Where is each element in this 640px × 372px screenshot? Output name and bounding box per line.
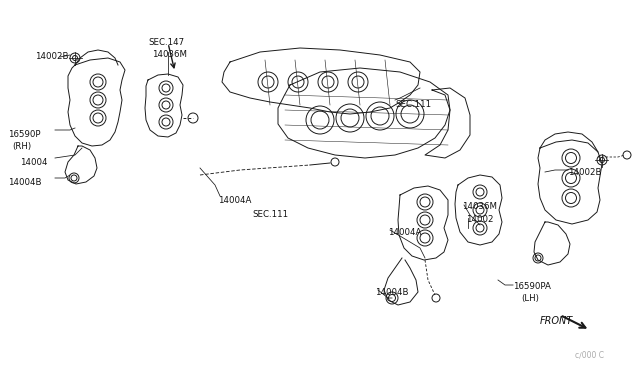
Text: 14036M: 14036M [462, 202, 497, 211]
Text: (LH): (LH) [521, 294, 539, 303]
Text: 16590P: 16590P [8, 130, 40, 139]
Text: 14004B: 14004B [8, 178, 42, 187]
Text: 14004: 14004 [20, 158, 47, 167]
Text: c∕000 C: c∕000 C [575, 350, 604, 359]
Text: 14002B: 14002B [568, 168, 602, 177]
Text: 14004A: 14004A [388, 228, 421, 237]
Text: SEC.147: SEC.147 [148, 38, 184, 47]
Text: SEC.111: SEC.111 [395, 100, 431, 109]
Text: 16590PA: 16590PA [513, 282, 551, 291]
Text: 14002B: 14002B [35, 52, 68, 61]
Text: 14002: 14002 [466, 215, 493, 224]
Text: (RH): (RH) [12, 142, 31, 151]
Text: SEC.111: SEC.111 [252, 210, 288, 219]
Text: 14004B: 14004B [375, 288, 408, 297]
Text: FRONT: FRONT [540, 316, 573, 326]
Text: 14004A: 14004A [218, 196, 252, 205]
Text: 14036M: 14036M [152, 50, 187, 59]
